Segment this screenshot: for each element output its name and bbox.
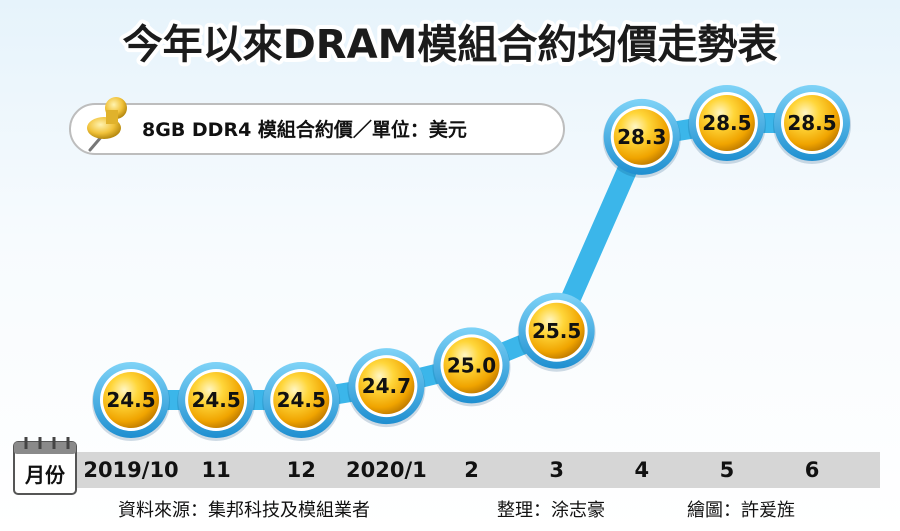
x-axis-ticks: 2019/10 11 12 2020/1 2 3 4 5 6: [83, 458, 819, 482]
marker-disc: [103, 372, 159, 428]
subtitle-pill: 8GB DDR4 模組合約價／單位：美元: [69, 97, 565, 155]
chart-title: 今年以來DRAM模組合約均價走勢表 今年以來DRAM模組合約均價走勢表: [119, 18, 782, 72]
data-label: 28.5: [787, 111, 836, 135]
data-label: 25.0: [447, 353, 496, 377]
data-label: 28.3: [617, 125, 666, 149]
svg-text:今年以來DRAM模組合約均價走勢表: 今年以來DRAM模組合約均價走勢表: [123, 22, 778, 68]
data-point-8: 28.5: [687, 85, 766, 164]
x-axis-band: [18, 452, 880, 488]
x-tick-label: 6: [805, 458, 820, 482]
data-label: 24.5: [277, 388, 326, 412]
svg-text:今年以來DRAM模組合約均價走勢表: 今年以來DRAM模組合約均價走勢表: [123, 22, 778, 68]
marker-disc: [613, 108, 670, 165]
x-tick-label: 2: [464, 458, 479, 482]
marker-disc: [698, 95, 755, 151]
marker-disc: [273, 372, 330, 428]
data-label: 28.5: [702, 111, 751, 135]
data-point-1: 24.5: [92, 362, 170, 441]
marker-disc: [528, 302, 585, 359]
data-point-2: 24.5: [177, 362, 256, 441]
marker-disc: [188, 372, 245, 428]
x-tick-label: 2020/1: [346, 458, 427, 482]
data-point-7: 28.3: [602, 98, 681, 178]
x-tick-label: 2019/10: [83, 458, 178, 482]
x-tick-label: 12: [287, 458, 316, 482]
marker-disc: [443, 337, 500, 394]
x-tick-label: 4: [634, 458, 649, 482]
source-credit: 資料來源：集邦科技及模組業者: [118, 500, 370, 521]
x-axis-tag: 月份: [24, 463, 66, 487]
data-label: 24.5: [191, 388, 240, 412]
x-tick-label: 11: [202, 458, 231, 482]
data-point-3: 24.5: [262, 362, 341, 441]
pushpin-icon: [87, 97, 127, 152]
data-label: 24.5: [106, 388, 155, 412]
data-point-5: 25.0: [432, 327, 511, 407]
marker-disc: [784, 95, 840, 151]
chart-subtitle: 8GB DDR4 模組合約價／單位：美元: [142, 118, 467, 141]
calendar-icon: 月份: [13, 437, 77, 495]
x-tick-label: 5: [720, 458, 735, 482]
data-point-4: 24.7: [347, 348, 426, 428]
illustrator-credit: 繪圖：許爰旌: [687, 500, 795, 521]
marker-disc: [358, 358, 415, 415]
editor-credit: 整理：涂志豪: [497, 500, 605, 521]
data-point-6: 25.5: [517, 292, 596, 372]
series-markers: 24.5 24.5 24.5 24.7 25.0 25.5 28.3 28.5 28.5: [92, 85, 851, 441]
footer: 資料來源：集邦科技及模組業者 整理：涂志豪 繪圖：許爰旌: [118, 500, 795, 521]
x-tick-label: 3: [549, 458, 564, 482]
data-label: 25.5: [532, 319, 581, 343]
data-point-9: 28.5: [773, 85, 851, 164]
data-label: 24.7: [362, 374, 411, 398]
